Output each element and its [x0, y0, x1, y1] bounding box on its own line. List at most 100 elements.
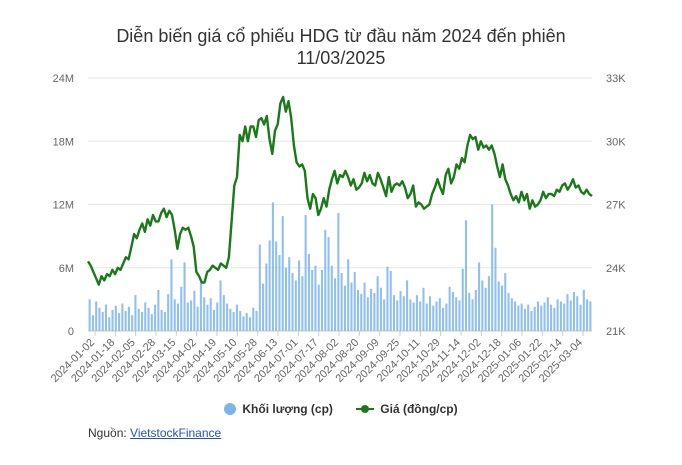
volume-bar[interactable] — [347, 259, 350, 331]
volume-bar[interactable] — [131, 315, 134, 331]
volume-bar[interactable] — [147, 307, 150, 331]
volume-bar[interactable] — [173, 299, 176, 331]
volume-bar[interactable] — [248, 317, 252, 331]
volume-bar[interactable] — [294, 280, 297, 331]
volume-bar[interactable] — [284, 267, 288, 331]
volume-bar[interactable] — [520, 303, 523, 331]
volume-bar[interactable] — [461, 268, 464, 331]
volume-bar[interactable] — [320, 269, 324, 331]
volume-bar[interactable] — [216, 302, 219, 331]
volume-bar[interactable] — [118, 313, 121, 331]
volume-bar[interactable] — [363, 282, 366, 331]
volume-bar[interactable] — [176, 303, 180, 331]
volume-bar[interactable] — [569, 300, 572, 331]
volume-bar[interactable] — [579, 304, 582, 331]
volume-bar[interactable] — [91, 315, 94, 331]
volume-bar[interactable] — [137, 308, 140, 331]
volume-bar[interactable] — [265, 263, 268, 331]
volume-bar[interactable] — [350, 282, 353, 331]
volume-bar[interactable] — [389, 270, 392, 331]
volume-bar[interactable] — [533, 306, 536, 331]
volume-bar[interactable] — [154, 304, 157, 331]
volume-bar[interactable] — [543, 302, 546, 331]
volume-bar[interactable] — [523, 308, 526, 331]
volume-bar[interactable] — [353, 271, 356, 331]
volume-bar[interactable] — [563, 303, 566, 331]
volume-bar[interactable] — [111, 309, 114, 331]
volume-bar[interactable] — [330, 265, 333, 331]
volume-bar[interactable] — [455, 297, 458, 331]
volume-bar[interactable] — [550, 304, 553, 331]
volume-bar[interactable] — [409, 299, 412, 331]
volume-bar[interactable] — [229, 308, 232, 331]
volume-bar[interactable] — [553, 307, 556, 331]
volume-bar[interactable] — [262, 283, 265, 331]
volume-bar[interactable] — [203, 297, 206, 331]
volume-bar[interactable] — [212, 309, 216, 331]
volume-bar[interactable] — [140, 312, 144, 331]
volume-bar[interactable] — [383, 299, 386, 331]
volume-bar[interactable] — [232, 312, 235, 331]
legend-item-price[interactable]: Giá (đồng/cp) — [356, 402, 458, 416]
volume-bar[interactable] — [170, 259, 173, 331]
price-line[interactable] — [86, 95, 593, 286]
volume-bar[interactable] — [101, 312, 104, 331]
volume-bar[interactable] — [304, 215, 307, 331]
volume-bar[interactable] — [402, 296, 405, 331]
volume-bar[interactable] — [186, 302, 189, 331]
volume-bar[interactable] — [255, 310, 258, 331]
volume-bar[interactable] — [160, 309, 163, 331]
volume-bar[interactable] — [530, 310, 533, 331]
volume-bar[interactable] — [108, 317, 111, 331]
volume-bar[interactable] — [582, 289, 585, 331]
volume-bar[interactable] — [428, 296, 432, 331]
volume-bar[interactable] — [576, 296, 579, 331]
volume-bar[interactable] — [324, 229, 327, 331]
volume-bar[interactable] — [235, 304, 238, 331]
volume-bar[interactable] — [392, 295, 396, 331]
volume-bar[interactable] — [337, 212, 340, 331]
volume-bar[interactable] — [442, 307, 445, 331]
volume-bar[interactable] — [510, 298, 513, 331]
volume-bar[interactable] — [317, 284, 320, 331]
volume-bar[interactable] — [104, 304, 108, 331]
volume-bar[interactable] — [183, 262, 186, 331]
volume-bar[interactable] — [222, 295, 225, 331]
volume-bar[interactable] — [167, 294, 170, 331]
volume-bar[interactable] — [327, 237, 330, 331]
volume-bar[interactable] — [209, 298, 212, 331]
volume-bar[interactable] — [468, 293, 471, 331]
volume-bar[interactable] — [481, 280, 484, 331]
volume-bar[interactable] — [415, 295, 418, 331]
volume-bar[interactable] — [127, 306, 130, 331]
volume-bar[interactable] — [471, 299, 474, 331]
legend-item-volume[interactable]: Khối lượng (cp) — [224, 402, 333, 416]
volume-bar[interactable] — [422, 287, 425, 331]
volume-bar[interactable] — [242, 316, 245, 331]
volume-bar[interactable] — [464, 220, 468, 331]
volume-bar[interactable] — [373, 293, 376, 331]
volume-bar[interactable] — [190, 300, 193, 331]
volume-bar[interactable] — [95, 301, 98, 331]
volume-bar[interactable] — [199, 282, 202, 331]
volume-bar[interactable] — [291, 273, 294, 331]
volume-bar[interactable] — [360, 294, 363, 331]
volume-bar[interactable] — [432, 305, 435, 331]
volume-bar[interactable] — [281, 216, 284, 331]
volume-bar[interactable] — [98, 307, 101, 331]
volume-bar[interactable] — [157, 289, 160, 331]
volume-bar[interactable] — [379, 287, 382, 331]
volume-bar[interactable] — [370, 288, 373, 331]
volume-bar[interactable] — [458, 300, 461, 331]
volume-bar[interactable] — [245, 313, 248, 331]
volume-bar[interactable] — [226, 303, 229, 331]
volume-bar[interactable] — [559, 301, 562, 331]
volume-bar[interactable] — [196, 306, 199, 331]
volume-bar[interactable] — [206, 304, 209, 331]
volume-bar[interactable] — [546, 297, 549, 331]
volume-bar[interactable] — [150, 314, 153, 331]
volume-bar[interactable] — [451, 291, 454, 331]
volume-bar[interactable] — [268, 240, 271, 331]
volume-bar[interactable] — [343, 285, 346, 331]
volume-bar[interactable] — [307, 254, 310, 331]
